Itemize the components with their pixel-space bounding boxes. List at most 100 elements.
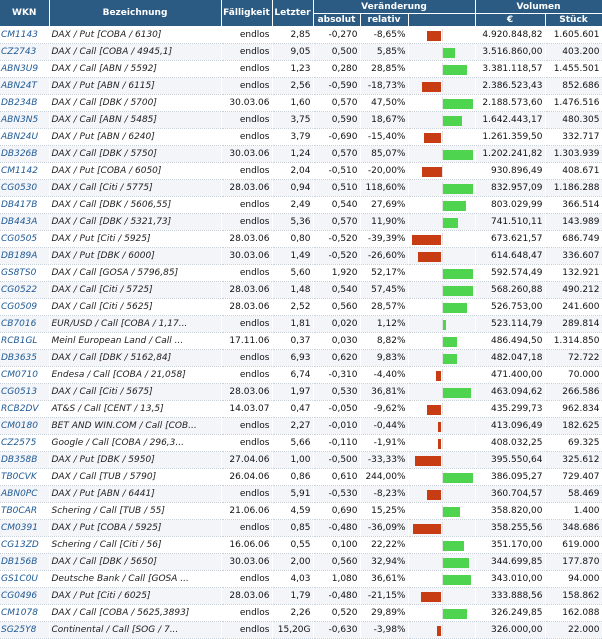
volume-eur-cell: 351.170,00 — [475, 536, 546, 554]
letzter-cell: 5,66 — [272, 434, 314, 452]
table-body: CM1143 DAX / Put [COBA / 6130] endlos 2,85-… — [0, 26, 602, 639]
bezeichnung-cell: Deutsche Bank / Call [GOSA ... — [49, 570, 222, 588]
wkn-link[interactable]: CM1078 — [0, 604, 50, 622]
col-header-letzter[interactable]: Letzter — [272, 0, 314, 27]
wkn-link[interactable]: CZ2575 — [0, 434, 50, 452]
letzter-cell: 2,04 — [272, 162, 314, 180]
col-header-stueck[interactable]: Stück — [545, 13, 602, 27]
faelligkeit-cell: endlos — [221, 349, 273, 367]
wkn-link[interactable]: CG13ZD — [0, 536, 50, 554]
wkn-link[interactable]: CM0391 — [0, 519, 50, 537]
wkn-link[interactable]: ABN3N5 — [0, 111, 50, 129]
col-header-wkn[interactable]: WKN — [0, 0, 50, 27]
faelligkeit-cell: endlos — [221, 417, 273, 435]
faelligkeit-cell: 30.03.06 — [221, 145, 273, 163]
change-bar-cell — [408, 196, 476, 214]
zero-line — [441, 556, 443, 568]
negative-change-bar — [420, 592, 442, 602]
relativ-cell: 47,50% — [360, 94, 409, 112]
wkn-link[interactable]: DB3635 — [0, 349, 50, 367]
letzter-cell: 1,79 — [272, 587, 314, 605]
volume-eur-cell: 386.095,27 — [475, 468, 546, 486]
zero-line — [441, 114, 443, 126]
wkn-link[interactable]: DB443A — [0, 213, 50, 231]
faelligkeit-cell: endlos — [221, 485, 273, 503]
col-header-absolut[interactable]: absolut — [313, 13, 361, 27]
wkn-link[interactable]: DB234B — [0, 94, 50, 112]
table-row: DB417B DAX / Call [DBK / 5606,55] endlos 2,… — [0, 196, 602, 214]
faelligkeit-cell: endlos — [221, 213, 273, 231]
volume-eur-cell: 408.032,25 — [475, 434, 546, 452]
table-row: CM1078 DAX / Call [COBA / 5625,3893] endlo… — [0, 604, 602, 622]
volume-eur-cell: 482.047,18 — [475, 349, 546, 367]
col-header-relativ[interactable]: relativ — [360, 13, 409, 27]
wkn-link[interactable]: ABN0PC — [0, 485, 50, 503]
wkn-link[interactable]: CG0509 — [0, 298, 50, 316]
relativ-cell: -33,33% — [360, 451, 409, 469]
wkn-link[interactable]: RCB1GL — [0, 332, 50, 350]
table-row: DB3635 DAX / Call [DBK / 5162,84] endlos 6,… — [0, 349, 602, 367]
volume-eur-cell: 471.400,00 — [475, 366, 546, 384]
wkn-link[interactable]: CM0710 — [0, 366, 50, 384]
letzter-cell: 1,49 — [272, 247, 314, 265]
table-row: CM0391 DAX / Put [COBA / 5925] endlos 0,85-… — [0, 519, 602, 537]
wkn-link[interactable]: CG0530 — [0, 179, 50, 197]
letzter-cell: 1,81 — [272, 315, 314, 333]
faelligkeit-cell: 21.06.06 — [221, 502, 273, 520]
wkn-link[interactable]: DB326B — [0, 145, 50, 163]
bezeichnung-cell: Endesa / Call [COBA / 21,058] — [49, 366, 222, 384]
change-bar-cell — [408, 502, 476, 520]
zero-line — [441, 284, 443, 296]
wkn-link[interactable]: ABN24U — [0, 128, 50, 146]
change-bar-cell — [408, 366, 476, 384]
positive-change-bar — [442, 575, 471, 585]
change-bar-cell — [408, 587, 476, 605]
wkn-link[interactable]: ABN3U9 — [0, 60, 50, 78]
wkn-link[interactable]: TB0CAR — [0, 502, 50, 520]
wkn-link[interactable]: DB417B — [0, 196, 50, 214]
volume-eur-cell: 395.550,64 — [475, 451, 546, 469]
change-bar-cell — [408, 179, 476, 197]
col-header-eur[interactable]: € — [475, 13, 546, 27]
wkn-link[interactable]: CB7016 — [0, 315, 50, 333]
absolut-cell: -0,690 — [313, 128, 361, 146]
letzter-cell: 15,20G — [272, 621, 314, 639]
table-row: CZ2743 DAX / Call [COBA / 4945,1] endlos 9,… — [0, 43, 602, 61]
wkn-link[interactable]: TB0CVK — [0, 468, 50, 486]
volume-stueck-cell: 332.717 — [545, 128, 602, 146]
wkn-link[interactable]: DB156B — [0, 553, 50, 571]
zero-line — [441, 454, 443, 466]
bezeichnung-cell: DAX / Call [Citi / 5675] — [49, 383, 222, 401]
wkn-link[interactable]: DB189A — [0, 247, 50, 265]
table-row: ABN24T DAX / Put [ABN / 6115] endlos 2,56 -0… — [0, 77, 602, 95]
volume-stueck-cell: 158.862 — [545, 587, 602, 605]
negative-change-bar — [436, 626, 442, 636]
wkn-link[interactable]: SG25Y8 — [0, 621, 50, 639]
wkn-link[interactable]: ABN24T — [0, 77, 50, 95]
wkn-link[interactable]: CZ2743 — [0, 43, 50, 61]
change-bar-cell — [408, 349, 476, 367]
wkn-link[interactable]: GS1C0U — [0, 570, 50, 588]
wkn-link[interactable]: CM1143 — [0, 26, 50, 44]
wkn-link[interactable]: CG0505 — [0, 230, 50, 248]
zero-line — [441, 522, 443, 534]
wkn-link[interactable]: CG0513 — [0, 383, 50, 401]
faelligkeit-cell: 28.03.06 — [221, 179, 273, 197]
col-header-faelligkeit[interactable]: Fälligkeit — [221, 0, 273, 27]
change-bar-cell — [408, 60, 476, 78]
wkn-link[interactable]: DB358B — [0, 451, 50, 469]
wkn-link[interactable]: CG0522 — [0, 281, 50, 299]
wkn-link[interactable]: GS8TS0 — [0, 264, 50, 282]
volume-stueck-cell: 408.671 — [545, 162, 602, 180]
absolut-cell: -0,050 — [313, 400, 361, 418]
wkn-link[interactable]: CM0180 — [0, 417, 50, 435]
wkn-link[interactable]: CM1142 — [0, 162, 50, 180]
faelligkeit-cell: endlos — [221, 128, 273, 146]
wkn-link[interactable]: CG0496 — [0, 587, 50, 605]
col-header-bezeichnung[interactable]: Bezeichnung — [49, 0, 222, 27]
wkn-link[interactable]: RCB2DV — [0, 400, 50, 418]
volume-eur-cell: 486.494,50 — [475, 332, 546, 350]
positive-change-bar — [442, 99, 473, 109]
table-row: GS8TS0 DAX / Call [GOSA / 5796,85] endlos 5… — [0, 264, 602, 282]
volume-stueck-cell: 1.455.501 — [545, 60, 602, 78]
